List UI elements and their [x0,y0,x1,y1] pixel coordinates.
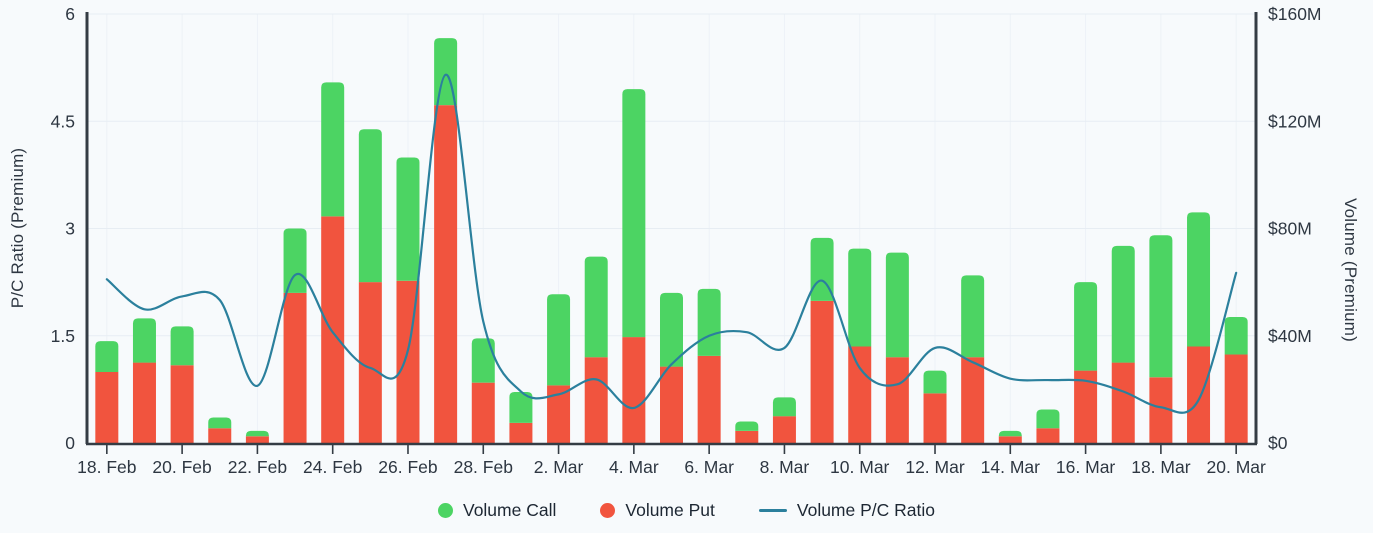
bar-put-12. Mar[interactable] [923,393,947,443]
bar-call-17. Mar[interactable] [1111,245,1135,363]
bar-put-1. Mar[interactable] [509,422,533,443]
x-tick-label: 26. Feb [378,457,437,477]
bar-call-19. Mar[interactable] [1187,212,1211,347]
bar-put-4. Mar[interactable] [622,337,646,443]
left-axis-tick-label: 3 [65,219,75,239]
bar-call-18. Feb[interactable] [95,341,119,372]
legend-label: Volume P/C Ratio [796,500,935,520]
x-tick-label: 10. Mar [830,457,889,477]
bar-call-6. Mar[interactable] [697,288,721,356]
bar-call-20. Mar[interactable] [1224,316,1248,355]
bar-put-20. Feb[interactable] [170,365,194,443]
right-axis-tick-label: $0 [1268,433,1288,453]
right-axis-tick-label: $80M [1268,219,1312,239]
bar-call-22. Feb[interactable] [245,430,269,437]
bar-put-22. Feb[interactable] [245,436,269,443]
bar-put-21. Feb[interactable] [208,428,232,443]
legend-item-volume-pc-ratio[interactable]: Volume P/C Ratio [758,500,935,521]
x-tick-label: 6. Mar [684,457,734,477]
x-tick-label: 4. Mar [609,457,659,477]
bar-call-2. Mar[interactable] [547,294,571,386]
bar-put-17. Mar[interactable] [1111,362,1135,443]
bar-call-12. Mar[interactable] [923,370,947,394]
x-tick-label: 14. Mar [981,457,1040,477]
bar-put-16. Mar[interactable] [1074,370,1098,443]
legend: Volume Call Volume Put Volume P/C Ratio [0,500,1373,521]
bar-put-2. Mar[interactable] [547,385,571,443]
right-axis-tick-label: $40M [1268,326,1312,346]
legend-label: Volume Call [462,500,557,520]
bar-put-8. Mar[interactable] [772,416,796,443]
bar-call-11. Mar[interactable] [885,252,909,358]
x-tick-label: 20. Feb [152,457,211,477]
bar-put-3. Mar[interactable] [584,357,608,443]
bar-put-28. Feb[interactable] [471,382,495,443]
bar-call-18. Mar[interactable] [1149,235,1173,378]
x-tick-label: 12. Mar [905,457,964,477]
x-tick-label: 16. Mar [1056,457,1115,477]
left-axis-tick-label: 0 [65,433,75,453]
legend-item-volume-put[interactable]: Volume Put [600,500,715,521]
bar-call-28. Feb[interactable] [471,338,495,383]
bar-put-20. Mar[interactable] [1224,354,1248,443]
bar-call-5. Mar[interactable] [660,292,683,367]
bar-call-13. Mar[interactable] [961,275,985,358]
bar-call-23. Feb[interactable] [283,228,307,293]
bar-put-9. Mar[interactable] [810,300,834,443]
bar-call-8. Mar[interactable] [772,397,796,417]
bar-put-10. Mar[interactable] [848,346,872,443]
x-tick-label: 20. Mar [1207,457,1266,477]
bar-put-19. Feb[interactable] [132,362,156,443]
bar-put-15. Mar[interactable] [1036,428,1060,443]
bar-put-27. Feb[interactable] [434,105,458,443]
bar-put-7. Mar[interactable] [735,430,759,443]
x-tick-label: 8. Mar [760,457,810,477]
bar-call-16. Mar[interactable] [1074,282,1098,371]
bar-put-6. Mar[interactable] [697,355,721,443]
bar-put-11. Mar[interactable] [885,357,909,443]
bar-call-3. Mar[interactable] [584,256,608,358]
bar-put-24. Feb[interactable] [321,216,345,443]
x-tick-label: 22. Feb [228,457,287,477]
bar-call-14. Mar[interactable] [998,430,1022,437]
bar-call-24. Feb[interactable] [321,82,345,217]
legend-label: Volume Put [625,500,715,520]
x-tick-label: 24. Feb [303,457,362,477]
bar-call-15. Mar[interactable] [1036,409,1060,429]
x-tick-label: 28. Feb [454,457,513,477]
bar-call-10. Mar[interactable] [848,248,872,347]
bar-put-5. Mar[interactable] [660,366,683,443]
x-tick-label: 18. Feb [77,457,136,477]
bar-call-1. Mar[interactable] [509,392,533,423]
legend-item-volume-call[interactable]: Volume Call [437,500,557,521]
x-tick-label: 18. Mar [1131,457,1190,477]
ratio-line[interactable] [105,73,1238,414]
left-axis-tick-label: 4.5 [51,111,75,131]
x-tick-label: 2. Mar [534,457,584,477]
bar-put-14. Mar[interactable] [998,436,1022,443]
bar-put-18. Mar[interactable] [1149,377,1173,443]
bar-put-19. Mar[interactable] [1187,346,1211,443]
bar-call-26. Feb[interactable] [396,157,420,281]
bar-call-7. Mar[interactable] [735,421,759,431]
bar-call-20. Feb[interactable] [170,326,194,366]
volume-call-swatch-icon [437,503,453,518]
bar-put-25. Feb[interactable] [358,282,382,443]
right-axis-title: Volume (Premium) [1341,198,1360,342]
volume-pc-ratio-swatch-icon [758,509,787,512]
right-axis-tick-label: $160M [1268,4,1322,24]
bar-put-23. Feb[interactable] [283,292,307,443]
bar-call-21. Feb[interactable] [208,417,232,429]
right-axis-tick-label: $120M [1268,111,1322,131]
bar-put-13. Mar[interactable] [961,357,985,443]
volume-put-swatch-icon [600,503,616,518]
bar-call-4. Mar[interactable] [622,89,646,338]
bar-call-19. Feb[interactable] [132,318,156,363]
bar-call-25. Feb[interactable] [358,129,382,283]
bar-put-18. Feb[interactable] [95,371,119,443]
left-axis-tick-label: 6 [65,4,75,24]
left-axis-tick-label: 1.5 [51,326,75,346]
